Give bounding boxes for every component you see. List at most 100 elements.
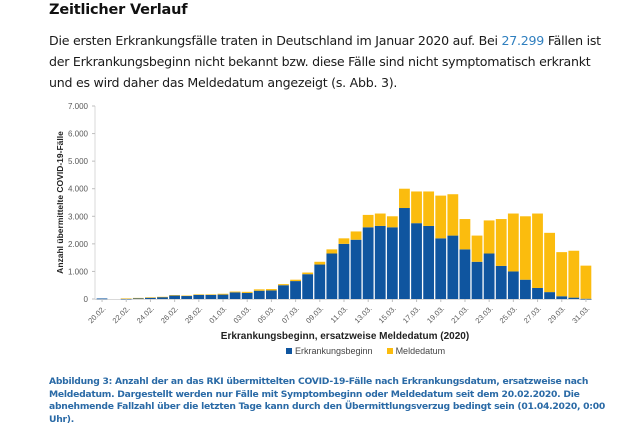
bar-meldedatum (544, 232, 556, 293)
legend-swatch-blue (286, 348, 292, 354)
x-tick-label: 03.03. (232, 304, 253, 325)
figure-caption: Abbildung 3: Anzahl der an das RKI überm… (49, 376, 606, 425)
bar-meldedatum (144, 297, 156, 298)
x-tick-label: 17.03. (401, 304, 422, 325)
bar-meldedatum (169, 295, 180, 296)
bar-meldedatum (265, 289, 277, 291)
bar-erkrankungsbeginn (507, 271, 519, 299)
x-tick-label: 09.03. (304, 304, 325, 325)
bar-meldedatum (568, 250, 580, 298)
legend-label: Erkrankungsbeginn (295, 346, 373, 356)
bar-meldedatum (435, 195, 447, 239)
bar-erkrankungsbeginn (302, 274, 314, 299)
bar-meldedatum (495, 219, 507, 266)
bar-meldedatum (229, 291, 241, 293)
bar-erkrankungsbeginn (157, 297, 168, 299)
bar-meldedatum (399, 188, 410, 209)
bar-erkrankungsbeginn (435, 238, 447, 299)
bar-meldedatum (459, 219, 471, 250)
paragraph-text-continued: Fällen ist der Erkrankungsbeginn nicht b… (49, 33, 601, 90)
bar-erkrankungsbeginn (144, 297, 156, 299)
intro-paragraph: Die ersten Erkrankungsfälle traten in De… (49, 30, 609, 93)
x-tick-label: 20.02. (86, 304, 107, 325)
bar-meldedatum (205, 294, 217, 295)
bar-erkrankungsbeginn (193, 294, 205, 299)
legend-item-meldedatum: Meldedatum (386, 346, 446, 356)
bar-meldedatum (157, 296, 168, 298)
y-tick-label: 2.000 (68, 240, 89, 249)
x-tick-label: 26.02. (159, 304, 180, 325)
bar-meldedatum (132, 297, 144, 299)
bar-erkrankungsbeginn (532, 287, 543, 299)
bar-erkrankungsbeginn (483, 253, 495, 299)
bar-erkrankungsbeginn (411, 223, 422, 299)
highlighted-case-count: 27.299 (501, 33, 545, 48)
legend-swatch-yellow (386, 348, 393, 354)
bar-erkrankungsbeginn (362, 227, 374, 299)
x-tick-label: 19.03. (425, 304, 446, 325)
bar-meldedatum (447, 194, 459, 236)
bar-erkrankungsbeginn (253, 290, 265, 299)
y-axis-title: Anzahl übermittelte COVID-19-Fälle (55, 131, 65, 274)
bar-erkrankungsbeginn (459, 249, 471, 299)
y-tick-label: 1.000 (68, 267, 89, 276)
x-tick-label: 25.03. (498, 304, 519, 325)
bar-meldedatum (350, 231, 362, 240)
bar-erkrankungsbeginn (132, 298, 144, 299)
legend-label: Meldedatum (395, 346, 446, 356)
x-tick-label: 13.03. (352, 304, 373, 325)
bar-meldedatum (314, 261, 326, 265)
y-tick-label: 5.000 (68, 157, 89, 166)
y-tick-label: 3.000 (68, 212, 89, 221)
x-tick-label: 31.03. (570, 304, 591, 325)
bar-erkrankungsbeginn (386, 227, 398, 299)
x-tick-label: 23.03. (473, 304, 494, 325)
bar-erkrankungsbeginn (278, 285, 289, 299)
paragraph-text: Die ersten Erkrankungsfälle traten in De… (49, 33, 502, 48)
bar-erkrankungsbeginn (205, 294, 217, 299)
bar-meldedatum (338, 238, 350, 244)
bar-erkrankungsbeginn (520, 279, 531, 299)
bar-erkrankungsbeginn (471, 261, 483, 299)
bar-erkrankungsbeginn (217, 294, 229, 299)
bar-erkrankungsbeginn (181, 295, 193, 299)
y-tick-label: 4.000 (68, 185, 89, 194)
x-tick-label: 27.03. (522, 304, 543, 325)
bar-meldedatum (181, 295, 193, 297)
bar-erkrankungsbeginn (120, 298, 132, 300)
bar-meldedatum (556, 252, 568, 297)
bar-erkrankungsbeginn (350, 239, 362, 299)
bar-meldedatum (326, 249, 338, 254)
bar-erkrankungsbeginn (495, 265, 507, 299)
x-tick-label: 05.03. (256, 304, 277, 325)
y-tick-label: 7.000 (68, 102, 89, 111)
bar-meldedatum (386, 216, 398, 228)
bar-meldedatum (193, 294, 205, 295)
bar-meldedatum (302, 272, 314, 275)
bar-erkrankungsbeginn (556, 296, 568, 299)
bar-erkrankungsbeginn (229, 292, 241, 299)
bar-meldedatum (507, 213, 519, 272)
bar-erkrankungsbeginn (314, 264, 326, 299)
bar-meldedatum (241, 291, 253, 293)
bar-meldedatum (217, 293, 229, 295)
bar-erkrankungsbeginn (265, 290, 277, 299)
bar-erkrankungsbeginn (544, 292, 556, 299)
x-tick-label: 28.02. (183, 304, 204, 325)
legend-item-erkrankungsbeginn: Erkrankungsbeginn (286, 346, 373, 356)
y-tick-label: 6.000 (68, 130, 89, 139)
x-tick-label: 21.03. (449, 304, 470, 325)
bar-meldedatum (411, 191, 422, 224)
bar-erkrankungsbeginn (568, 297, 580, 299)
y-tick-label: 0 (84, 295, 89, 304)
bar-erkrankungsbeginn (169, 295, 180, 299)
bar-meldedatum (483, 220, 495, 254)
x-tick-label: 15.03. (377, 304, 398, 325)
bar-meldedatum (120, 298, 132, 299)
bar-erkrankungsbeginn (374, 225, 386, 299)
bar-erkrankungsbeginn (423, 225, 435, 299)
bar-meldedatum (423, 191, 435, 226)
bar-erkrankungsbeginn (338, 243, 350, 299)
x-tick-label: 11.03. (329, 304, 350, 325)
bar-erkrankungsbeginn (290, 281, 301, 299)
